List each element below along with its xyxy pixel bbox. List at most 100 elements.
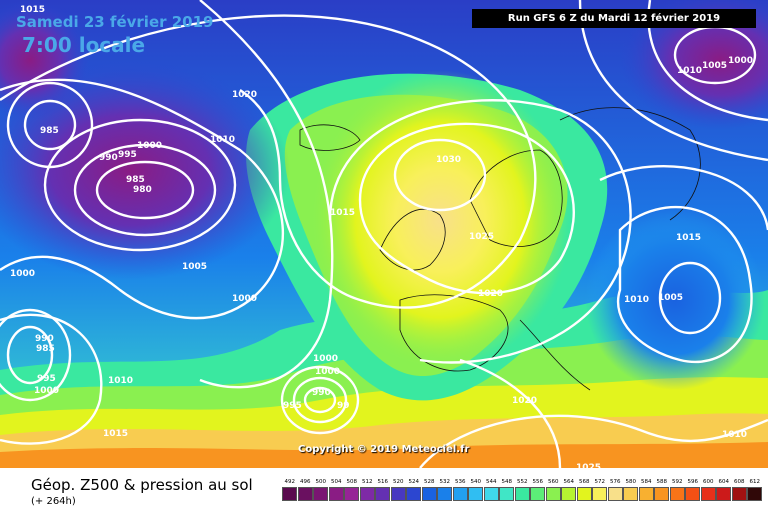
- isobar-label: 1030: [436, 155, 461, 165]
- legend-swatch: [421, 487, 437, 501]
- legend-label: 604: [718, 479, 730, 485]
- legend-item: 568: [576, 478, 593, 501]
- legend-label: 516: [377, 479, 389, 485]
- legend-swatch: [716, 487, 731, 501]
- legend-swatch: [685, 487, 700, 501]
- isobar-label: 1020: [478, 289, 503, 299]
- legend-swatch: [452, 487, 468, 501]
- legend-item: 536: [452, 478, 469, 501]
- isobar-label: 1000: [137, 141, 162, 151]
- legend-swatch: [638, 487, 654, 501]
- legend-item: 524: [406, 478, 422, 501]
- forecast-hour: (+ 264h): [31, 496, 76, 507]
- legend-label: 520: [393, 479, 404, 485]
- legend-item: 592: [669, 478, 686, 501]
- forecast-time: 7:00 locale: [22, 33, 146, 57]
- legend-item: 584: [638, 478, 655, 501]
- legend-swatch: [731, 487, 747, 501]
- legend-item: 544: [483, 478, 500, 501]
- ridge-core: [310, 70, 570, 370]
- legend-item: 528: [421, 478, 438, 501]
- legend-label: 536: [455, 479, 466, 485]
- low-northeast: [620, 0, 768, 130]
- legend-item: 560: [545, 478, 562, 501]
- low-far-northwest: [0, 0, 90, 120]
- isobar-label: 985: [40, 126, 59, 136]
- isobar-label: 1025: [469, 232, 494, 242]
- isobar-labels: 1015 1020 1010 985 990 995 1000 985 980 …: [10, 5, 753, 468]
- legend-label: 504: [331, 479, 342, 485]
- legend-swatch: [514, 487, 530, 501]
- legend-swatch: [561, 487, 576, 501]
- isobar-label: 1000: [10, 269, 35, 279]
- isobar-label: 990: [312, 388, 331, 398]
- isobar-label: 1005: [702, 61, 727, 71]
- forecast-date: Samedi 23 février 2019: [16, 13, 214, 31]
- legend-swatch: [344, 487, 359, 501]
- legend-swatch: [297, 487, 313, 501]
- legend-label: 556: [532, 479, 544, 485]
- legend-swatch: [375, 487, 390, 501]
- low-east: [585, 210, 765, 390]
- legend-label: 496: [300, 479, 311, 485]
- legend-label: 560: [548, 479, 559, 485]
- legend-item: 496: [297, 478, 314, 501]
- legend-label: 544: [486, 479, 497, 485]
- legend-item: 612: [747, 478, 763, 501]
- legend-label: 508: [346, 479, 358, 485]
- legend-item: 520: [390, 478, 407, 501]
- legend-item: 556: [530, 478, 546, 501]
- legend-item: 500: [313, 478, 329, 501]
- legend-swatch: [623, 487, 638, 501]
- copyright-notice: Copyright © 2019 Meteociel.fr: [298, 444, 470, 455]
- isobar-label: 1000: [232, 294, 257, 304]
- legend-swatch: [654, 487, 669, 501]
- isobar-label: 1015: [676, 233, 701, 243]
- legend-item: 596: [685, 478, 701, 501]
- legend-label: 540: [470, 479, 482, 485]
- isobar-label: 99: [337, 401, 350, 411]
- legend-label: 596: [687, 479, 699, 485]
- legend-item: 548: [499, 478, 515, 501]
- legend-label: 592: [672, 479, 683, 485]
- legend-swatch: [468, 487, 483, 501]
- legend-item: 492: [282, 478, 298, 501]
- legend-swatch: [700, 487, 716, 501]
- legend-label: 568: [579, 479, 590, 485]
- legend-swatch: [607, 487, 623, 501]
- legend-label: 612: [749, 479, 761, 485]
- isobar-label: 1025: [576, 463, 601, 468]
- legend-item: 512: [359, 478, 376, 501]
- legend-label: 588: [656, 479, 668, 485]
- legend-item: 564: [561, 478, 577, 501]
- legend-swatch: [390, 487, 406, 501]
- isobar-label: 1010: [722, 430, 747, 440]
- legend-item: 600: [700, 478, 717, 501]
- legend-swatch: [499, 487, 514, 501]
- isobar-label: 1000: [313, 354, 338, 364]
- run-info: Run GFS 6 Z du Mardi 12 février 2019: [472, 9, 756, 28]
- legend-swatch: [359, 487, 375, 501]
- legend-item: 504: [328, 478, 345, 501]
- legend-label: 532: [439, 479, 451, 485]
- legend-swatch: [406, 487, 421, 501]
- isobar-label: 1015: [330, 208, 355, 218]
- isobar-label: 995: [118, 150, 137, 160]
- legend-item: 532: [437, 478, 453, 501]
- legend-label: 512: [362, 479, 373, 485]
- isobar-label: 1020: [512, 396, 537, 406]
- legend-label: 500: [315, 479, 327, 485]
- legend-label: 564: [563, 479, 575, 485]
- legend-item: 540: [468, 478, 484, 501]
- legend-label: 576: [610, 479, 621, 485]
- legend-swatch: [483, 487, 499, 501]
- legend-swatch: [592, 487, 607, 501]
- legend-swatch: [747, 487, 762, 501]
- legend-label: 572: [594, 479, 606, 485]
- legend-label: 580: [625, 479, 637, 485]
- isobar-label: 1010: [210, 135, 235, 145]
- isobar-label: 1000: [728, 56, 753, 66]
- isobar-label: 985: [126, 175, 145, 185]
- legend-item: 552: [514, 478, 531, 501]
